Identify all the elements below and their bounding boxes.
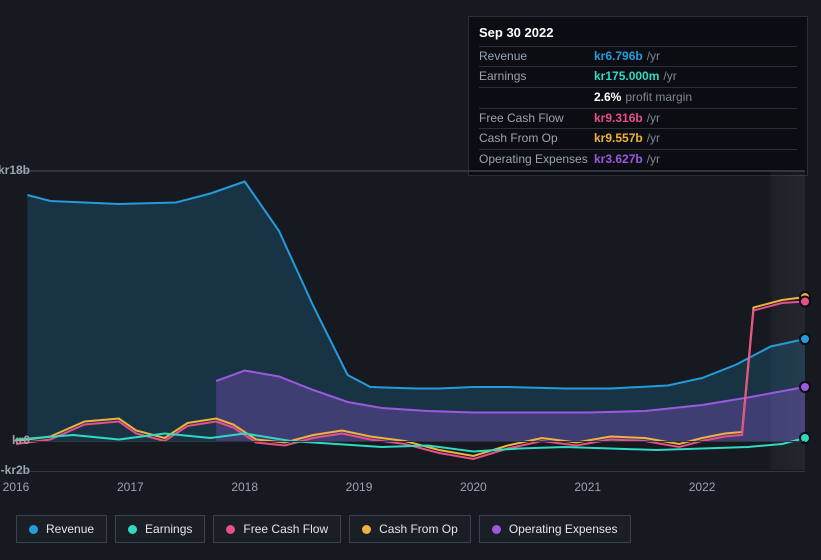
- series-end-dot-operating_expenses: [800, 382, 810, 392]
- plot-area[interactable]: [16, 170, 805, 470]
- tooltip-value: kr9.557b: [594, 131, 643, 147]
- tooltip-label: [479, 90, 594, 106]
- legend-item-revenue[interactable]: Revenue: [16, 515, 107, 543]
- gridline: [16, 171, 805, 172]
- chart: 2016201720182019202020212022 kr18bkr0-kr…: [16, 160, 805, 505]
- legend-item-earnings[interactable]: Earnings: [115, 515, 205, 543]
- tooltip-row: 2.6%profit margin: [479, 87, 797, 108]
- tooltip-suffix: /yr: [663, 69, 676, 85]
- legend-swatch-icon: [226, 525, 235, 534]
- x-axis-label: 2022: [689, 480, 716, 494]
- gridline: [16, 471, 805, 472]
- y-axis-label: kr18b: [0, 163, 30, 177]
- legend-label: Cash From Op: [379, 522, 458, 536]
- tooltip-rows: Revenuekr6.796b/yrEarningskr175.000m/yr2…: [479, 46, 797, 170]
- y-axis-label: kr0: [12, 433, 30, 447]
- tooltip-value: kr6.796b: [594, 49, 643, 65]
- tooltip-row: Cash From Opkr9.557b/yr: [479, 128, 797, 149]
- legend-label: Free Cash Flow: [243, 522, 328, 536]
- gridline: [16, 441, 805, 442]
- tooltip-row: Free Cash Flowkr9.316b/yr: [479, 108, 797, 129]
- legend-item-operating_expenses[interactable]: Operating Expenses: [479, 515, 631, 543]
- tooltip-value: 2.6%: [594, 90, 621, 106]
- legend-swatch-icon: [492, 525, 501, 534]
- tooltip-label: Revenue: [479, 49, 594, 65]
- tooltip-suffix: /yr: [647, 49, 660, 65]
- legend-swatch-icon: [29, 525, 38, 534]
- tooltip-label: Earnings: [479, 69, 594, 85]
- legend-item-free_cash_flow[interactable]: Free Cash Flow: [213, 515, 341, 543]
- y-axis-label: -kr2b: [1, 463, 30, 477]
- tooltip-suffix: /yr: [647, 111, 660, 127]
- tooltip-value: kr175.000m: [594, 69, 659, 85]
- tooltip-panel: Sep 30 2022 Revenuekr6.796b/yrEarningskr…: [468, 16, 808, 176]
- x-axis-label: 2021: [574, 480, 601, 494]
- series-end-dot-revenue: [800, 334, 810, 344]
- legend-swatch-icon: [362, 525, 371, 534]
- x-axis-label: 2018: [231, 480, 258, 494]
- x-axis-label: 2017: [117, 480, 144, 494]
- legend-swatch-icon: [128, 525, 137, 534]
- tooltip-date: Sep 30 2022: [479, 25, 797, 42]
- tooltip-label: Free Cash Flow: [479, 111, 594, 127]
- x-axis-label: 2016: [3, 480, 30, 494]
- x-axis-label: 2020: [460, 480, 487, 494]
- tooltip-label: Cash From Op: [479, 131, 594, 147]
- series-end-dot-free_cash_flow: [800, 297, 810, 307]
- tooltip-suffix: /yr: [647, 131, 660, 147]
- tooltip-row: Earningskr175.000m/yr: [479, 66, 797, 87]
- x-axis-labels: 2016201720182019202020212022: [16, 480, 805, 500]
- tooltip-row: Revenuekr6.796b/yr: [479, 46, 797, 67]
- legend-label: Earnings: [145, 522, 192, 536]
- legend: Revenue Earnings Free Cash Flow Cash From O…: [16, 515, 631, 543]
- tooltip-suffix: profit margin: [625, 90, 692, 106]
- tooltip-value: kr9.316b: [594, 111, 643, 127]
- legend-label: Revenue: [46, 522, 94, 536]
- legend-label: Operating Expenses: [509, 522, 618, 536]
- series-area-revenue: [27, 182, 805, 442]
- x-axis-label: 2019: [346, 480, 373, 494]
- legend-item-cash_from_op[interactable]: Cash From Op: [349, 515, 471, 543]
